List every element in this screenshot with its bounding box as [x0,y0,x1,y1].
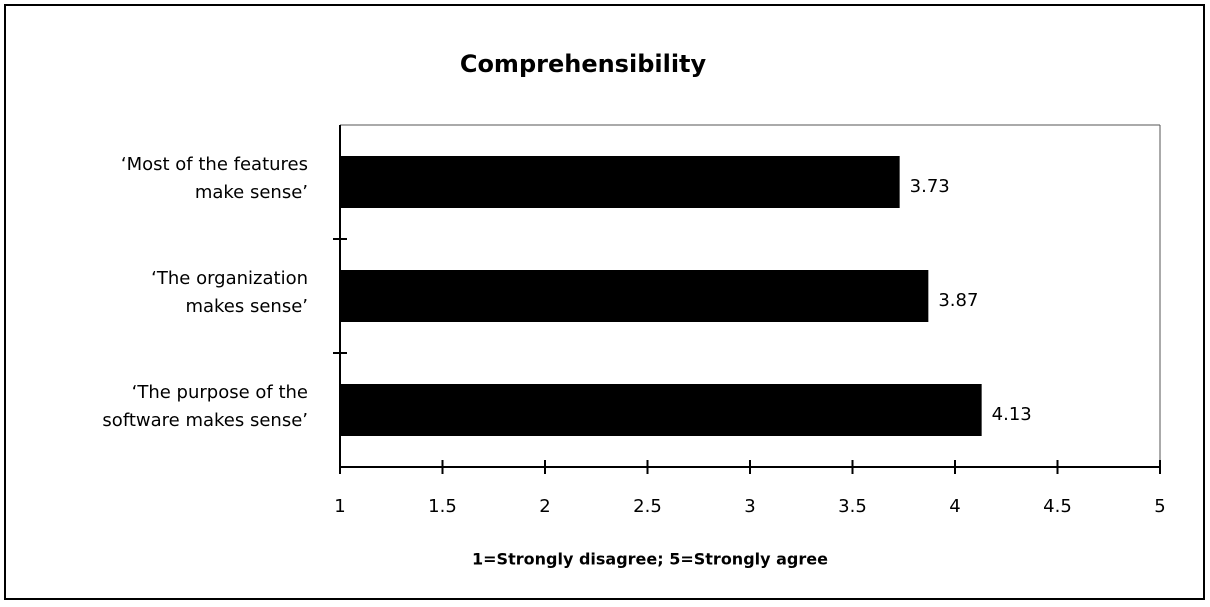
x-tick-label: 4.5 [1043,496,1072,517]
value-label: 4.13 [992,404,1032,425]
category-label: ‘The organization makes sense’ [151,268,308,317]
value-label: 3.87 [938,290,978,311]
x-tick-label: 5 [1154,496,1165,517]
x-tick-label: 3 [744,496,755,517]
value-label: 3.73 [910,176,950,197]
bar [340,384,982,436]
x-tick-label: 1.5 [428,496,457,517]
bar [340,270,929,322]
category-label: ‘Most of the features make sense’ [120,154,308,203]
x-tick-label: 1 [334,496,345,517]
chart-title: Comprehensibility [460,50,707,78]
x-tick-label: 2.5 [633,496,662,517]
bar [340,156,900,208]
x-axis-label: 1=Strongly disagree; 5=Strongly agree [472,550,828,569]
x-tick-label: 3.5 [838,496,867,517]
category-label: ‘The purpose of the software makes sense… [102,382,308,431]
frame [4,4,1205,600]
x-tick-label: 4 [949,496,960,517]
x-tick-label: 2 [539,496,550,517]
